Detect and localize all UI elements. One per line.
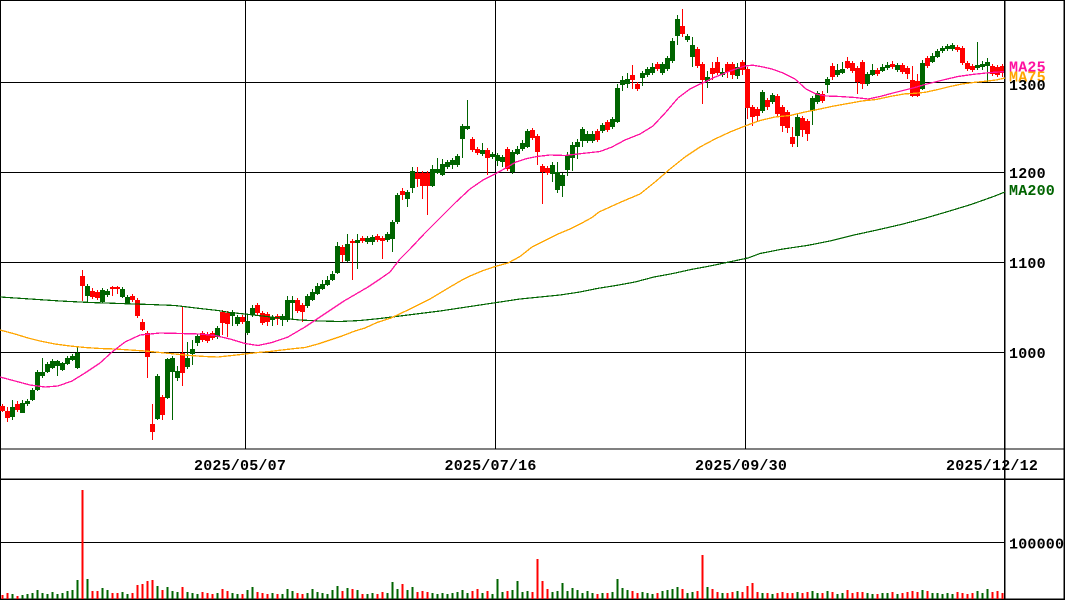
svg-text:MA75: MA75 [1009,69,1046,86]
svg-text:2025/12/12: 2025/12/12 [946,458,1038,475]
svg-text:100000: 100000 [1009,536,1064,553]
svg-text:2025/07/16: 2025/07/16 [445,458,537,475]
svg-text:1200: 1200 [1009,166,1046,183]
svg-text:1100: 1100 [1009,256,1046,273]
svg-text:MA25: MA25 [1009,59,1046,76]
svg-text:2025/09/30: 2025/09/30 [695,458,787,475]
svg-text:MA200: MA200 [1009,183,1055,200]
svg-text:2025/05/07: 2025/05/07 [194,458,286,475]
svg-text:1300: 1300 [1009,78,1046,95]
svg-text:1000: 1000 [1009,346,1046,363]
